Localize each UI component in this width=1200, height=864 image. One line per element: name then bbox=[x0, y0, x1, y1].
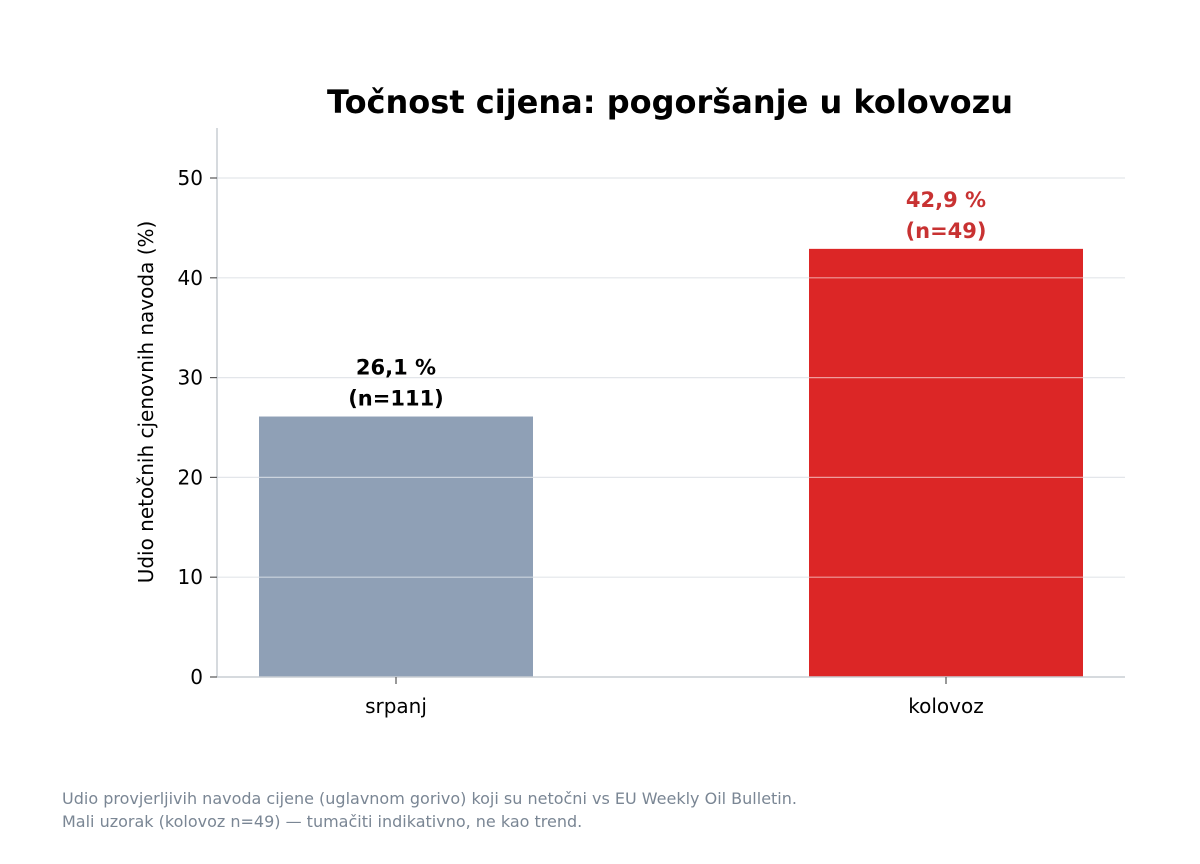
y-tick-label: 0 bbox=[190, 665, 203, 689]
y-tick-label: 30 bbox=[178, 366, 203, 390]
y-tick-label: 20 bbox=[178, 465, 203, 489]
bar-srpanj bbox=[259, 416, 533, 677]
y-tick-label: 40 bbox=[178, 266, 203, 290]
data-label-value-srpanj: 26,1 % bbox=[356, 356, 436, 380]
data-label-n-kolovoz: (n=49) bbox=[906, 219, 987, 243]
bar-kolovoz bbox=[809, 248, 1083, 677]
x-tick-label-kolovoz: kolovoz bbox=[908, 694, 983, 718]
data-labels: 26,1 % (n=111) 42,9 % (n=49) bbox=[348, 188, 986, 411]
data-label-value-kolovoz: 42,9 % bbox=[906, 188, 986, 212]
ticks: 0 10 20 30 40 50 srpanj kolovoz bbox=[178, 166, 984, 718]
y-axis-label: Udio netočnih cjenovnih navoda (%) bbox=[134, 221, 158, 584]
y-tick-label: 50 bbox=[178, 166, 203, 190]
footnote: Udio provjerljivih navoda cijene (uglavn… bbox=[62, 787, 797, 833]
axes bbox=[216, 128, 1125, 678]
chart-title: Točnost cijena: pogoršanje u kolovozu bbox=[327, 83, 1013, 121]
bars bbox=[259, 248, 1083, 677]
y-tick-label: 10 bbox=[178, 565, 203, 589]
x-tick-label-srpanj: srpanj bbox=[365, 694, 427, 718]
data-label-n-srpanj: (n=111) bbox=[348, 387, 444, 411]
footnote-line-2: Mali uzorak (kolovoz n=49) — tumačiti in… bbox=[62, 812, 583, 831]
footnote-line-1: Udio provjerljivih navoda cijene (uglavn… bbox=[62, 789, 797, 808]
